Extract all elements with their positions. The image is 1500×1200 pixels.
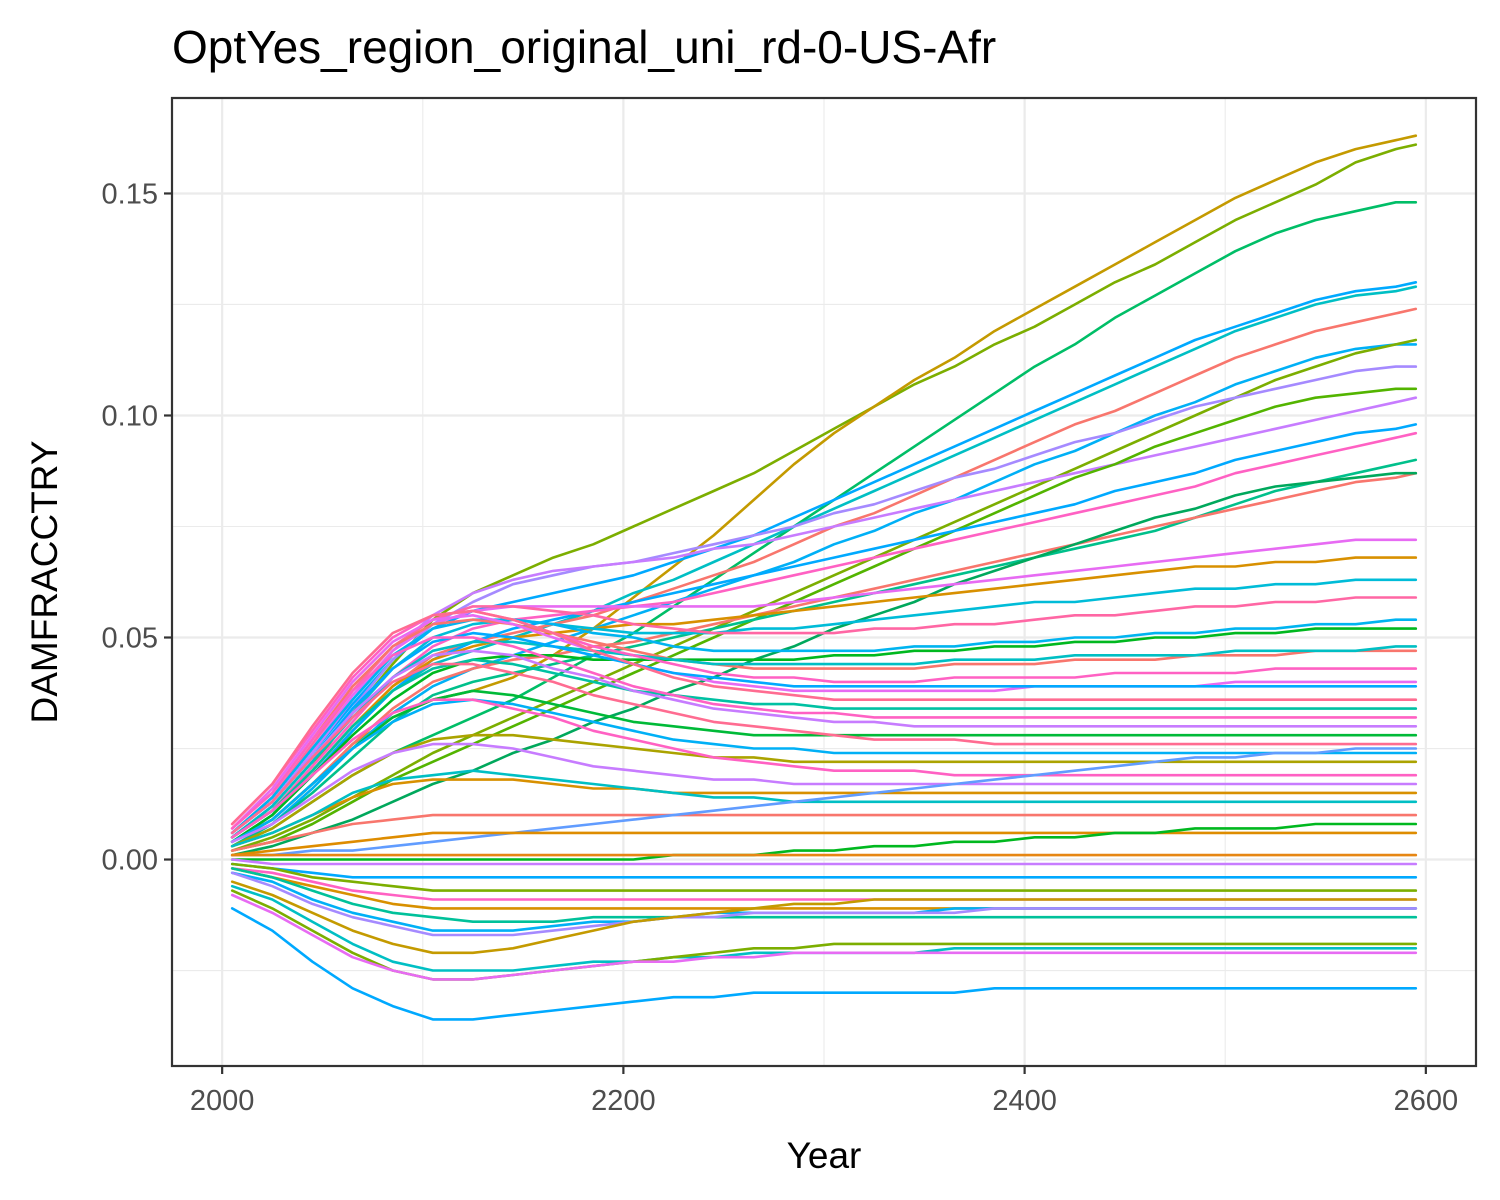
y-tick-label: 0.00 [102,845,158,877]
series-line-26 [230,614,1418,830]
series-line-22 [230,627,1418,844]
series-line-29 [230,658,1418,839]
series-line-57 [230,907,1418,1021]
series-line-11 [230,387,1418,852]
series-line-52 [230,871,1418,937]
series-line-33 [230,662,1418,835]
x-axis-title: Year [787,1135,862,1176]
series-line-40 [230,813,1418,852]
series-line-56 [230,893,1418,981]
x-axis: 2000 2200 2400 2600 [190,1066,1458,1117]
series-line-34 [230,698,1418,844]
series-line-28 [230,609,1418,826]
series-line-39 [230,769,1418,848]
series-line-18 [230,556,1418,839]
series-line-47 [230,862,1418,892]
series-line-21 [230,618,1418,835]
series-line-50 [230,867,1418,923]
series-line-35 [230,733,1418,848]
series-line-14 [230,458,1418,848]
x-tick-label: 2400 [992,1085,1057,1117]
x-tick-label: 2000 [190,1085,255,1117]
series-line-45 [230,858,1418,866]
series-line-30 [230,636,1418,830]
panel-border [170,96,1478,1068]
y-tick-label: 0.15 [102,178,158,210]
series-line-7 [230,343,1418,848]
series-line-43 [230,822,1418,861]
y-axis-title: DAMFRACCTRY [24,441,65,724]
series-line-46 [230,862,1418,879]
series-line-13 [230,431,1418,839]
series-line-37 [230,742,1418,844]
series-line-36 [230,698,1418,839]
chart-title: OptYes_region_original_uni_rd-0-US-Afr [172,21,996,73]
series-line-27 [230,631,1418,835]
series-line-31 [230,649,1418,835]
y-tick-label: 0.10 [102,400,158,432]
series-line-24 [230,640,1418,839]
series-line-42 [230,831,1418,857]
series-layer [230,134,1418,1021]
y-axis: 0.00 0.05 0.10 0.15 [102,178,172,877]
x-tick-label: 2600 [1394,1085,1459,1117]
series-line-53 [230,880,1418,955]
y-tick-label: 0.05 [102,623,158,655]
series-line-41 [230,747,1418,857]
series-line-23 [230,618,1418,830]
series-line-16 [230,471,1418,857]
x-tick-label: 2200 [591,1085,656,1117]
series-line-38 [230,778,1418,848]
